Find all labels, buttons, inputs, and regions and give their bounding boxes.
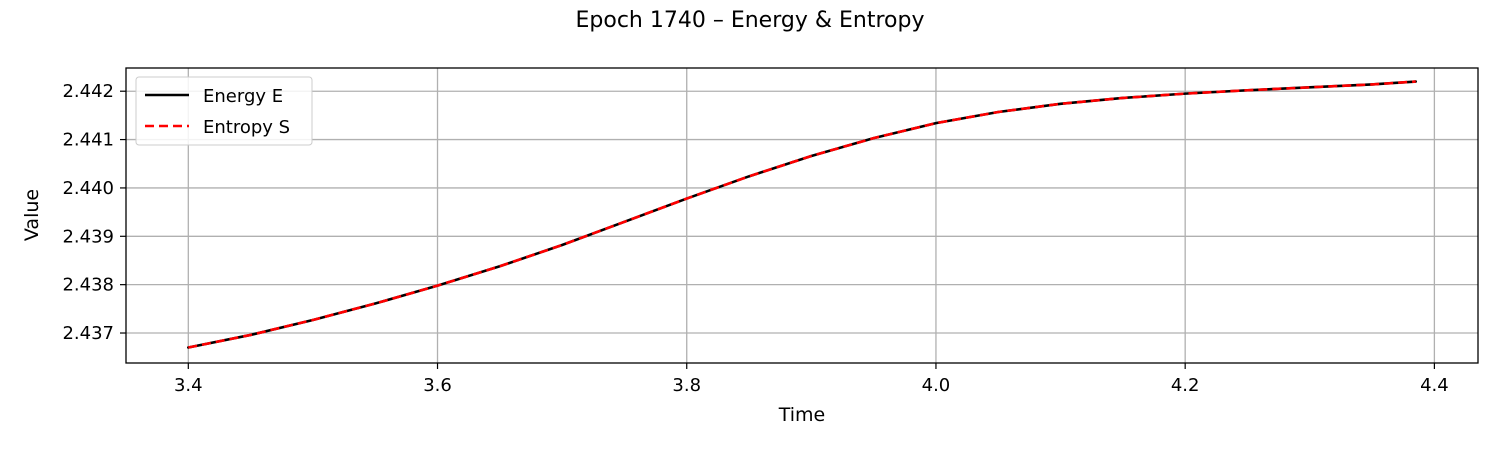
x-axis-ticks: 3.4 3.6 3.8 4.0 4.2 4.4 bbox=[174, 363, 1449, 396]
plot-series bbox=[187, 80, 1417, 349]
series-line-energy bbox=[187, 80, 1417, 349]
chart-title: Epoch 1740 – Energy & Entropy bbox=[576, 8, 925, 33]
legend: Energy E Entropy S bbox=[135, 76, 313, 146]
x-tick-label: 4.4 bbox=[1420, 375, 1449, 396]
grid-lines bbox=[126, 68, 1478, 363]
x-tick-label: 3.6 bbox=[423, 375, 452, 396]
legend-label-entropy: Entropy S bbox=[203, 117, 290, 138]
y-tick-label: 2.440 bbox=[62, 178, 114, 199]
y-tick-label: 2.437 bbox=[62, 323, 114, 344]
x-tick-label: 4.0 bbox=[922, 375, 951, 396]
series-line-entropy bbox=[188, 80, 1416, 349]
y-axis-ticks: 2.437 2.438 2.439 2.440 2.441 2.442 bbox=[62, 81, 126, 344]
x-tick-label: 3.4 bbox=[174, 375, 203, 396]
y-tick-label: 2.442 bbox=[62, 81, 114, 102]
x-tick-label: 3.8 bbox=[672, 375, 701, 396]
y-tick-label: 2.439 bbox=[62, 226, 114, 247]
y-tick-label: 2.441 bbox=[62, 130, 114, 151]
legend-label-energy: Energy E bbox=[203, 86, 283, 107]
x-axis-label: Time bbox=[778, 404, 826, 426]
x-tick-label: 4.2 bbox=[1171, 375, 1200, 396]
y-tick-label: 2.438 bbox=[62, 275, 114, 296]
plot-frame bbox=[125, 67, 1479, 364]
y-axis-label: Value bbox=[21, 189, 43, 241]
